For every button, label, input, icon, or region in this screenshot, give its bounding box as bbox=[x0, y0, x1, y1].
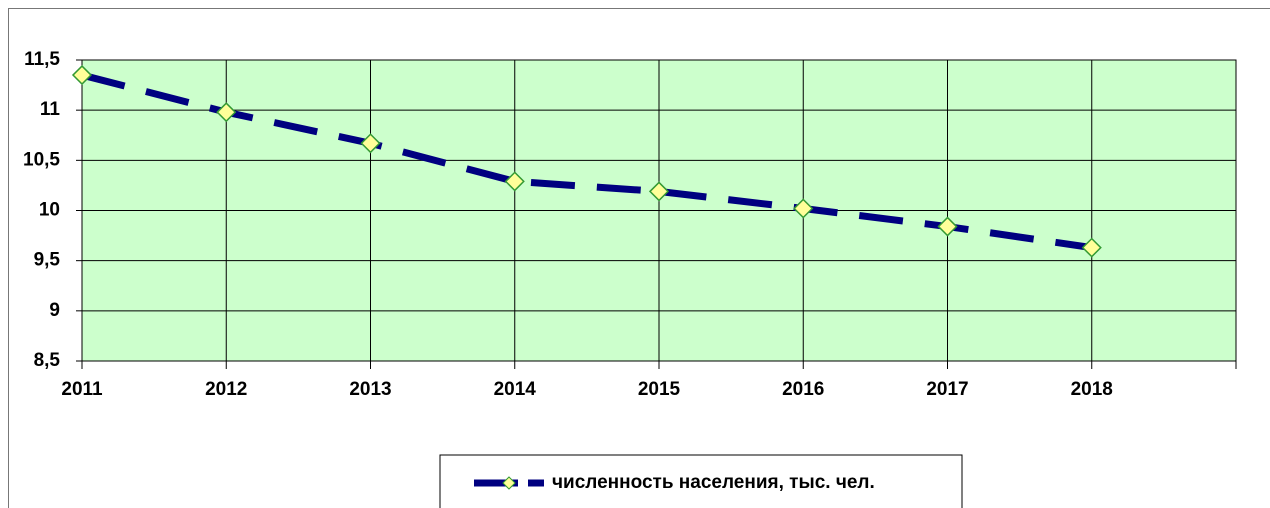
marker bbox=[360, 133, 381, 154]
legend bbox=[439, 454, 963, 508]
y-tick-label: 9 bbox=[49, 300, 60, 321]
legend-label: численность населения, тыс. чел. bbox=[552, 472, 875, 493]
legend-marker bbox=[502, 476, 516, 490]
marker bbox=[1081, 237, 1102, 258]
x-tick-label: 2012 bbox=[205, 379, 247, 400]
marker bbox=[71, 64, 93, 86]
x-tick-label: 2014 bbox=[494, 379, 537, 400]
y-tick-label: 11 bbox=[40, 99, 61, 120]
x-tick-label: 2017 bbox=[926, 379, 968, 400]
line bbox=[81, 71, 1093, 252]
marker bbox=[793, 198, 814, 219]
y-tick-label: 9,5 bbox=[34, 250, 61, 271]
y-tick-label: 11,5 bbox=[24, 49, 60, 70]
x-tick-label: 2013 bbox=[349, 379, 391, 400]
marker bbox=[504, 171, 525, 192]
x-tick-label: 2011 bbox=[61, 379, 103, 400]
y-tick-label: 10 bbox=[39, 200, 60, 221]
marker bbox=[937, 216, 958, 237]
x-tick-label: 2015 bbox=[638, 379, 681, 400]
marker bbox=[648, 181, 670, 202]
x-tick-label: 2016 bbox=[782, 379, 824, 400]
marker bbox=[216, 102, 237, 123]
x-tick-label: 2018 bbox=[1071, 379, 1113, 400]
y-tick-label: 10,5 bbox=[23, 149, 60, 170]
y-tick-label: 8,5 bbox=[34, 350, 61, 371]
